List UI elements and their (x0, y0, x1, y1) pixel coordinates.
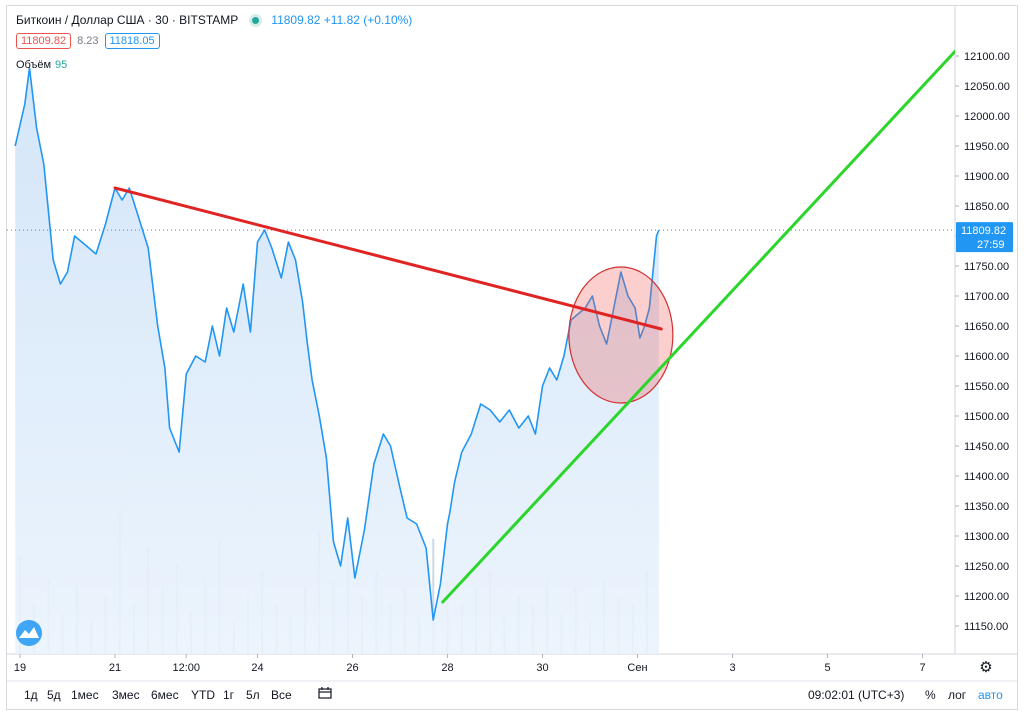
current-price-label: 11809.82 (961, 225, 1006, 237)
trend-line (113, 186, 663, 331)
price-tick-label: 11550.00 (964, 381, 1009, 393)
price-tick-label: 11950.00 (964, 141, 1009, 153)
price-tick-label: 11850.00 (964, 201, 1009, 213)
price-tick-label: 11700.00 (964, 291, 1009, 303)
volume-label: Объём (16, 59, 52, 71)
timeframe-6m[interactable]: 6мес (151, 688, 179, 702)
time-tick-label: 21 (109, 662, 121, 674)
timeframe-1m[interactable]: 1мес (71, 688, 99, 702)
clock[interactable]: 09:02:01 (UTC+3) (808, 688, 905, 702)
drawings[interactable] (113, 20, 984, 604)
symbol-title[interactable]: Биткоин / Доллар США · 30 · BITSTAMP (16, 13, 239, 27)
time-tick-label: 19 (14, 662, 26, 674)
timeframe-1d[interactable]: 1д (24, 688, 38, 702)
bar-countdown: 27:59 (977, 239, 1005, 251)
price-tick-label: 11900.00 (964, 171, 1009, 183)
auto-toggle[interactable]: авто (978, 688, 1003, 702)
volume-value: 95 (55, 59, 68, 71)
price-tick-label: 11300.00 (964, 531, 1009, 543)
timeframe-5d[interactable]: 5д (47, 688, 61, 702)
market-open-icon (252, 16, 260, 24)
spread: 8.23 (77, 35, 99, 47)
percent-toggle[interactable]: % (925, 688, 936, 702)
price-tick-label: 11500.00 (964, 411, 1009, 423)
timeframe-1y[interactable]: 1г (223, 688, 235, 702)
time-tick-label: 30 (536, 662, 548, 674)
symbol-header[interactable]: Биткоин / Доллар США · 30 · BITSTAMP 118… (16, 10, 412, 30)
ask-price[interactable]: 11818.05 (104, 33, 160, 49)
time-tick-label: 7 (919, 662, 925, 674)
price-tick-label: 11350.00 (964, 501, 1009, 513)
settings-gear-icon[interactable]: ⚙ (979, 658, 992, 676)
chart-frame (6, 5, 1018, 710)
time-tick-label: 28 (441, 662, 453, 674)
time-tick-label: 24 (251, 662, 263, 674)
price-tick-label: 11400.00 (964, 471, 1009, 483)
timeframe-5y[interactable]: 5л (246, 688, 260, 702)
volume-legend[interactable]: Объём 95 (16, 59, 67, 71)
price-axis[interactable]: 11150.00 11200.00 11250.00 11300.00 11350.00… (955, 51, 1013, 633)
price-tick-label: 11450.00 (964, 441, 1009, 453)
time-axis[interactable]: 19 21 12:00 24 26 28 30 Сен 3 5 7 ⚙ (14, 654, 993, 676)
price-tick-label: 11650.00 (964, 321, 1009, 333)
price-area-fill (15, 68, 659, 654)
price-tick-label: 11150.00 (964, 621, 1008, 633)
timeframe-3m[interactable]: 3мес (112, 688, 140, 702)
log-toggle[interactable]: лог (948, 688, 967, 702)
bottom-toolbar: 1д 5д 1мес 3мес 6мес YTD 1г 5л Все 09:02… (0, 683, 1024, 707)
price-tick-label: 11750.00 (964, 261, 1009, 273)
date-range-icon[interactable] (318, 687, 332, 699)
timeframe-all[interactable]: Все (271, 688, 292, 702)
trend-line (441, 49, 955, 604)
price-tick-label: 11250.00 (964, 561, 1009, 573)
price-tick-label: 11200.00 (964, 591, 1009, 603)
logo (16, 620, 42, 646)
price-tick-label: 11600.00 (964, 351, 1009, 363)
volume-bar (432, 538, 435, 654)
last-quote: 11809.82 +11.82 (+0.10%) (271, 13, 413, 27)
time-tick-label: 26 (346, 662, 358, 674)
price-tick-label: 12100.00 (964, 51, 1010, 63)
price-tick-label: 12000.00 (964, 111, 1010, 123)
timeframe-ytd[interactable]: YTD (191, 688, 215, 702)
time-tick-label: Сен (627, 662, 647, 674)
time-tick-label: 12:00 (172, 662, 200, 674)
current-price-tag: 11809.82 27:59 (956, 222, 1013, 253)
bid-price[interactable]: 11809.82 (16, 33, 72, 49)
time-tick-label: 3 (729, 662, 735, 674)
bid-ask-row: 11809.82 8.23 11818.05 (16, 33, 160, 49)
time-tick-label: 5 (824, 662, 830, 674)
highlight-circle (568, 266, 674, 404)
price-tick-label: 12050.00 (964, 81, 1010, 93)
